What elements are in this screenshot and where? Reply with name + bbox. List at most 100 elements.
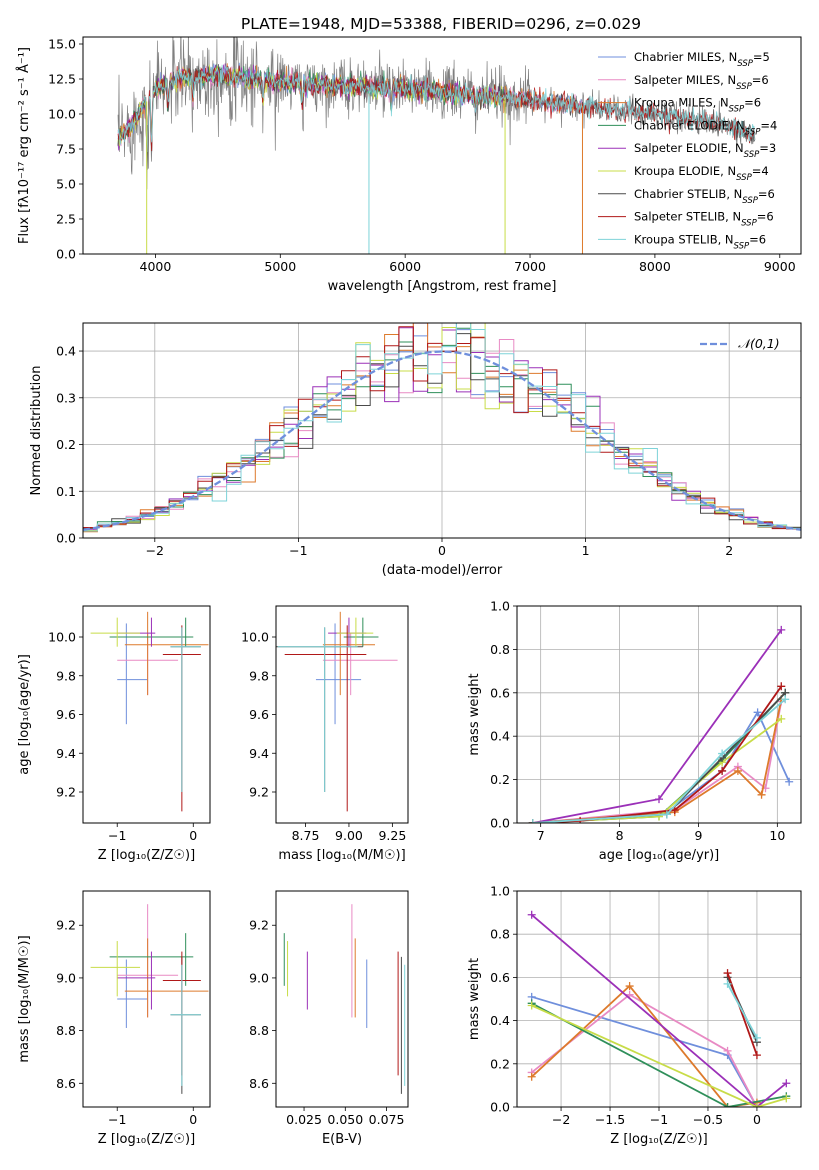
axes-frame: [275, 605, 409, 824]
y-tick-label: 9.2: [249, 918, 269, 933]
y-tick-label: 7.5: [56, 142, 76, 157]
x-tick-label: 2: [725, 543, 733, 558]
mass-weight-marker: [527, 1072, 536, 1081]
y-tick-label: 0.2: [490, 1056, 510, 1071]
mass-weight-line: [532, 701, 783, 823]
y-tick-label: 10.0: [241, 630, 269, 645]
plot-area: [283, 904, 406, 1094]
y-tick-label: 5.0: [56, 177, 76, 192]
x-tick-label: −2: [146, 543, 164, 558]
x-axis-label: Z [log₁₀(Z/Z☉)]: [610, 1132, 707, 1147]
mass-weight-marker: [723, 979, 732, 988]
massweight-vs-Z-chart: −2 −1.5 −1 −0.5 0 0.0 0.2 0.4 0.6 0.8 1.0 Z [log₁₀(…: [467, 884, 802, 1147]
model-spectrum-line: [117, 65, 756, 152]
y-tick-label: 0.8: [490, 642, 510, 657]
y-tick-label: 0.2: [490, 772, 510, 787]
mass-weight-marker: [723, 1103, 732, 1107]
plot-area: [90, 611, 209, 812]
x-tick-label: −1: [108, 828, 126, 843]
residuals-chart: −2 −1 0 1 2 0.0 0.1 0.2 0.3 0.4 (data-model)/error…: [29, 322, 802, 578]
x-tick-label: −1: [108, 1112, 126, 1127]
figure-title: PLATE=1948, MJD=53388, FIBERID=0296, z=0…: [241, 15, 641, 33]
x-axis-label: mass [log₁₀(M/M☉)]: [278, 848, 405, 863]
mass-weight-line: [531, 914, 787, 1107]
y-tick-label: 1.0: [490, 884, 510, 899]
x-tick-label: 6000: [389, 259, 421, 274]
massweight-vs-age-chart: 7 8 9 10 0.0 0.2 0.4 0.6 0.8 1.0 age [log₁₀(age/yr…: [467, 599, 802, 863]
mass-weight-marker: [757, 790, 766, 799]
mass-weight-line: [726, 983, 758, 1039]
mass-weight-marker: [723, 969, 732, 978]
mass-weight-marker: [782, 1094, 791, 1103]
x-tick-label: 0.075: [369, 1112, 405, 1127]
mass-vs-ebv-chart: 0.025 0.050 0.075 8.6 8.8 9.0 9.2 E(B-V): [249, 890, 409, 1147]
legend-entry: Kroupa ELODIE, NSSP=4: [634, 164, 769, 183]
legend-entry: Chabrier STELIB, NSSP=6: [634, 187, 775, 206]
mass-weight-line: [532, 699, 783, 823]
x-tick-label: 5000: [264, 259, 296, 274]
y-tick-label: 10.0: [48, 630, 76, 645]
normal-legend-label: 𝒩(0,1): [738, 336, 780, 351]
residual-histogram: [83, 323, 801, 532]
legend-entry: Salpeter STELIB, NSSP=6: [634, 210, 774, 229]
y-tick-label: 2.5: [56, 212, 76, 227]
mass-weight-marker: [752, 1051, 761, 1060]
y-tick-label: 9.2: [249, 785, 269, 800]
legend-entry: Kroupa MILES, NSSP=6: [634, 96, 761, 115]
mass-weight-marker: [527, 1001, 536, 1010]
spectrum-chart: 4000 5000 6000 7000 8000 9000 0.0 2.5 5.0 7.5 10.0…: [16, 36, 802, 294]
model-spectrum-line: [117, 64, 756, 153]
mass-weight-marker: [752, 1033, 761, 1042]
x-tick-label: 0: [753, 1112, 761, 1127]
mass-weight-marker: [655, 795, 663, 804]
mass-weight-line: [531, 993, 758, 1107]
x-axis-label: Z [log₁₀(Z/Z☉)]: [98, 1132, 195, 1147]
spectrum-legend: Chabrier MILES, NSSP=5 Salpeter MILES, NS…: [598, 50, 777, 251]
plot-area: [527, 910, 791, 1107]
mass-weight-line: [532, 698, 786, 823]
y-tick-label: 0.4: [490, 1013, 510, 1028]
mass-weight-marker: [655, 812, 663, 821]
y-tick-label: 10.0: [48, 107, 76, 122]
y-tick-label: 12.5: [48, 72, 76, 87]
y-tick-label: 0.3: [56, 390, 76, 405]
x-tick-label: 0.025: [286, 1112, 322, 1127]
mass-weight-marker: [785, 777, 794, 786]
y-axis-label: Flux [fλ10⁻¹⁷ erg cm⁻² s⁻¹ Å⁻¹]: [16, 47, 32, 244]
mass-weight-marker: [718, 749, 727, 758]
y-tick-label: 9.4: [56, 746, 76, 761]
y-tick-label: 0.4: [490, 729, 510, 744]
axes-frame: [82, 36, 802, 255]
y-axis-label: age [log₁₀(age/yr)]: [17, 654, 32, 775]
y-tick-label: 0.1: [56, 484, 76, 499]
x-tick-label: 4000: [140, 259, 172, 274]
x-tick-label: 8: [616, 828, 624, 843]
mass-weight-marker: [752, 1103, 761, 1107]
y-tick-label: 0.6: [490, 970, 510, 985]
normal-curve: [83, 350, 801, 531]
x-tick-label: 9000: [764, 259, 796, 274]
y-tick-label: 8.8: [249, 1023, 269, 1038]
x-axis-label: wavelength [Angstrom, rest frame]: [328, 279, 557, 294]
mass-weight-marker: [781, 695, 790, 704]
y-tick-label: 0.6: [490, 685, 510, 700]
x-axis-label: age [log₁₀(age/yr)]: [599, 848, 720, 863]
axes-frame: [82, 605, 211, 824]
legend-entry: Salpeter ELODIE, NSSP=3: [634, 141, 776, 160]
age-vs-mass-chart: 8.75 9.00 9.25 9.2 9.4 9.6 9.8 10.0 mass [log₁₀(…: [241, 605, 409, 863]
y-tick-label: 8.8: [56, 1023, 76, 1038]
y-tick-label: 9.6: [56, 707, 76, 722]
x-tick-label: −1.5: [595, 1112, 625, 1127]
y-tick-label: 0.0: [56, 247, 76, 262]
x-tick-label: −1: [650, 1112, 668, 1127]
y-tick-label: 1.0: [490, 599, 510, 614]
x-tick-label: 9: [694, 828, 702, 843]
y-tick-label: 0.8: [490, 927, 510, 942]
mass-weight-marker: [753, 708, 762, 717]
y-tick-label: 9.2: [56, 918, 76, 933]
y-tick-label: 9.8: [249, 668, 269, 683]
y-tick-label: 9.4: [249, 746, 269, 761]
x-tick-label: −1: [289, 543, 307, 558]
x-tick-label: −0.5: [693, 1112, 723, 1127]
